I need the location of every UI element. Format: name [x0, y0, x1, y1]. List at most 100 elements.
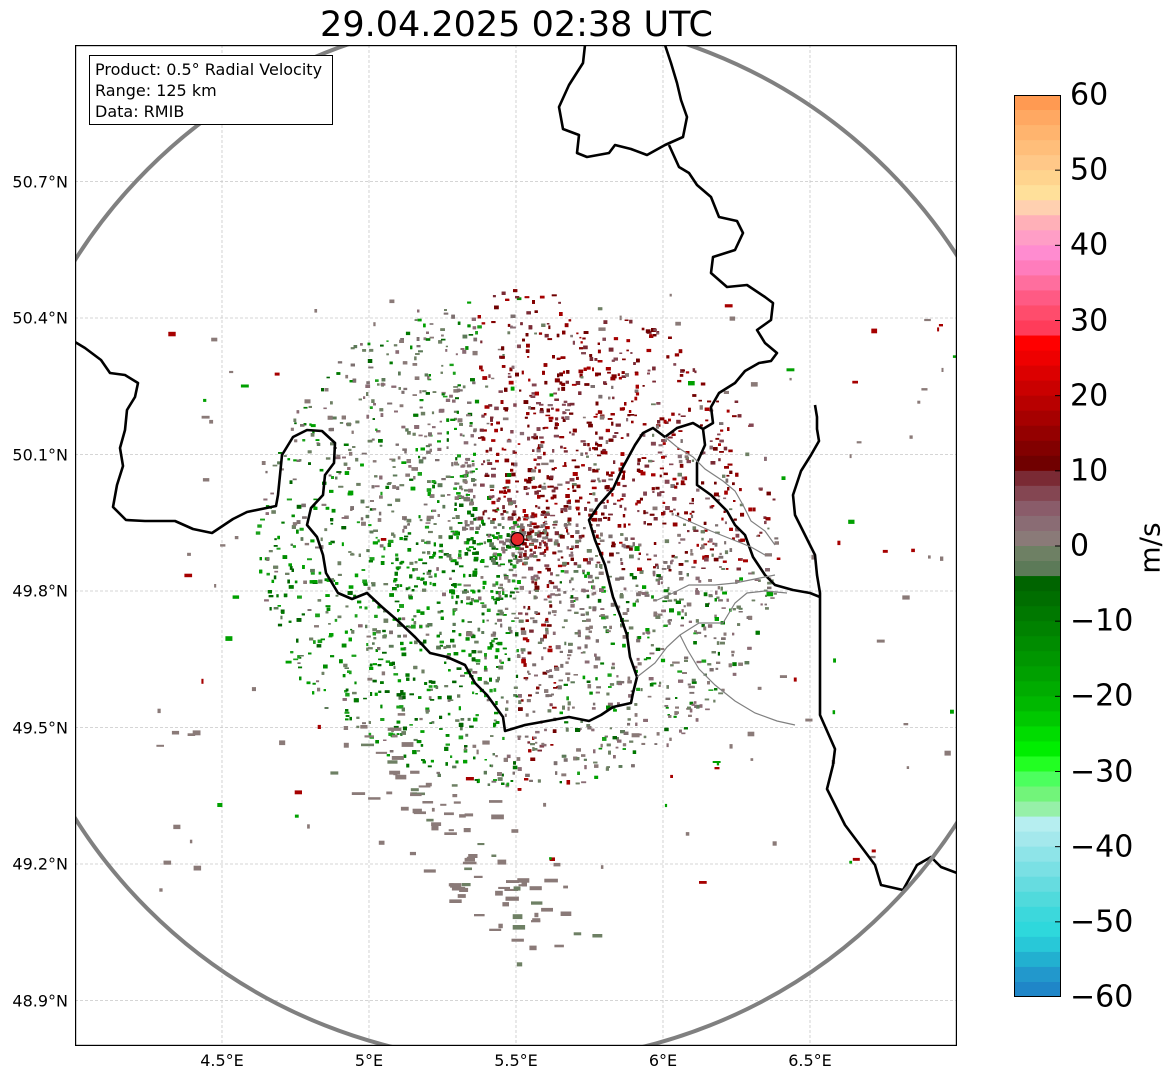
france-germany-border [818, 597, 957, 892]
colorbar-cell [1014, 320, 1061, 337]
colorbar-cell [1014, 621, 1061, 637]
velocity-colorbar [1014, 95, 1061, 997]
colorbar-cell [1014, 140, 1061, 156]
admin-boundaries [636, 436, 796, 726]
colorbar-cell [1014, 260, 1061, 276]
colorbar-cell [1014, 425, 1061, 442]
colorbar-cell [1014, 440, 1061, 457]
lat-tick-label: 49.2°N [12, 854, 68, 874]
germany-luxembourg-south [791, 404, 822, 597]
colorbar-cell [1014, 816, 1061, 833]
colorbar-cell [1014, 170, 1061, 186]
colorbar-tick-label: 30 [1070, 303, 1109, 338]
colorbar-tick-label: −60 [1070, 979, 1134, 1015]
colorbar-cell [1014, 380, 1061, 397]
lat-tick-label: 50.1°N [12, 445, 68, 464]
colorbar-cell [1014, 921, 1061, 938]
colorbar-cell [1014, 290, 1061, 307]
radar-echoes [156, 289, 957, 967]
info-range: Range: 125 km [95, 81, 217, 100]
lon-tick-label: 5.5°E [494, 1051, 538, 1070]
colorbar-cell [1014, 681, 1061, 697]
colorbar-tick-label: −30 [1070, 754, 1134, 789]
colorbar-cell [1014, 636, 1061, 652]
lat-tick-label: 50.4°N [12, 308, 68, 328]
lat-tick-label: 48.9°N [12, 991, 68, 1010]
colorbar-cell [1014, 185, 1061, 201]
colorbar-cell [1014, 651, 1061, 667]
colorbar-cell [1014, 561, 1061, 577]
colorbar-cell [1014, 365, 1061, 382]
colorbar-cell [1014, 530, 1061, 547]
lon-tick-label: 6.5°E [788, 1051, 832, 1070]
colorbar-cell [1014, 335, 1061, 352]
colorbar-cell [1014, 861, 1061, 878]
map-frame [75, 45, 957, 1046]
colorbar-tick-label: −20 [1070, 678, 1134, 714]
belgium-france-border [75, 340, 614, 733]
colorbar-cell [1014, 891, 1061, 908]
colorbar-unit: m/s [1133, 522, 1167, 574]
lat-tick-label: 49.5°N [12, 718, 68, 737]
info-product: Product: 0.5° Radial Velocity [95, 60, 323, 79]
colorbar-tick-label: 50 [1070, 152, 1109, 188]
colorbar-tick-label: 10 [1070, 453, 1109, 489]
colorbar-tick-label: 40 [1070, 227, 1109, 263]
colorbar-cell [1014, 125, 1061, 141]
colorbar-cell [1014, 455, 1061, 472]
colorbar-cell [1014, 95, 1061, 111]
colorbar-cell [1014, 576, 1061, 592]
colorbar-tick-label: −40 [1070, 829, 1134, 865]
colorbar-cell [1014, 696, 1061, 712]
colorbar-cell [1014, 546, 1061, 562]
colorbar-cell [1014, 966, 1061, 983]
colorbar-cell [1014, 831, 1061, 848]
colorbar-cell [1014, 591, 1061, 607]
radar-site-marker[interactable] [510, 532, 525, 547]
colorbar-cell [1014, 305, 1061, 322]
colorbar-tick-label: 60 [1070, 77, 1109, 113]
colorbar-cell [1014, 395, 1061, 412]
colorbar-cell [1014, 771, 1061, 788]
colorbar-cell [1014, 846, 1061, 863]
colorbar-cell [1014, 515, 1061, 532]
colorbar-cell [1014, 245, 1061, 261]
germany-border-east [667, 144, 779, 431]
colorbar-cell [1014, 350, 1061, 367]
colorbar-cell [1014, 711, 1061, 727]
colorbar-cell [1014, 215, 1061, 231]
colorbar-cell [1014, 666, 1061, 682]
radar-map[interactable] [75, 45, 957, 1046]
map-title: 29.04.2025 02:38 UTC [320, 5, 713, 45]
colorbar-cell [1014, 801, 1061, 818]
info-box: Product: 0.5° Radial Velocity Range: 125… [89, 55, 333, 125]
colorbar-cell [1014, 906, 1061, 923]
colorbar-cell [1014, 726, 1061, 743]
colorbar-cell [1014, 876, 1061, 893]
colorbar-cell [1014, 741, 1061, 758]
colorbar-tick-label: −10 [1070, 603, 1134, 639]
colorbar-cell [1014, 410, 1061, 427]
colorbar-cell [1014, 230, 1061, 246]
colorbar-cell [1014, 470, 1061, 487]
colorbar-tick-label: −50 [1070, 904, 1134, 940]
colorbar-cell [1014, 756, 1061, 773]
lon-tick-label: 6°E [648, 1051, 678, 1070]
germany-border-north [557, 45, 689, 159]
colorbar-cell [1014, 786, 1061, 803]
colorbar-tick-label: 20 [1070, 378, 1109, 414]
info-data-source: Data: RMIB [95, 102, 185, 121]
colorbar-cell [1014, 500, 1061, 517]
lat-tick-label: 49.8°N [12, 581, 68, 601]
colorbar-cell [1014, 981, 1061, 997]
colorbar-cell [1014, 110, 1061, 126]
colorbar-cell [1014, 951, 1061, 968]
lat-tick-label: 50.7°N [12, 172, 68, 191]
colorbar-cell [1014, 155, 1061, 171]
colorbar-cell [1014, 936, 1061, 953]
colorbar-cell [1014, 275, 1061, 292]
colorbar-cell [1014, 200, 1061, 216]
colorbar-cell [1014, 485, 1061, 502]
colorbar-cell [1014, 606, 1061, 622]
lon-tick-label: 4.5°E [200, 1051, 244, 1070]
